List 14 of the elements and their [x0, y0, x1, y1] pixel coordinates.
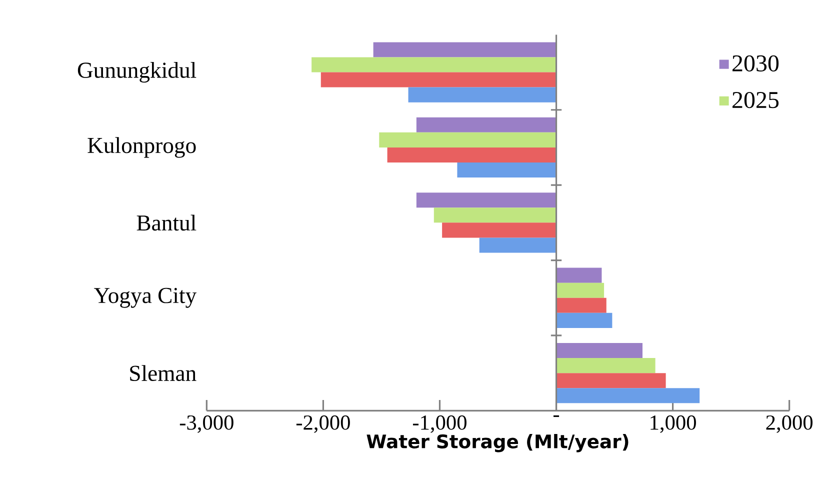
x-tick-label: -3,000 — [180, 415, 234, 433]
x-tick-label: -1,000 — [412, 415, 466, 433]
y-tick-label: Gunungkidul — [78, 62, 196, 82]
x-tick-label: -2,000 — [296, 415, 350, 433]
x-tick-label: - — [554, 415, 560, 417]
y-tick-label: Yogya City — [94, 288, 197, 308]
x-tick-label: 2,000 — [766, 415, 813, 433]
legend-label: 2030 — [732, 55, 779, 72]
y-tick-label: Bantul — [136, 214, 196, 230]
x-axis-title: Water Storage (Mlt/year) — [366, 434, 628, 452]
x-tick-label: 1,000 — [650, 415, 696, 433]
legend-label: 2025 — [732, 92, 779, 108]
y-tick-label: Sleman — [130, 364, 196, 381]
y-tick-label: Kulonprogo — [88, 137, 196, 158]
